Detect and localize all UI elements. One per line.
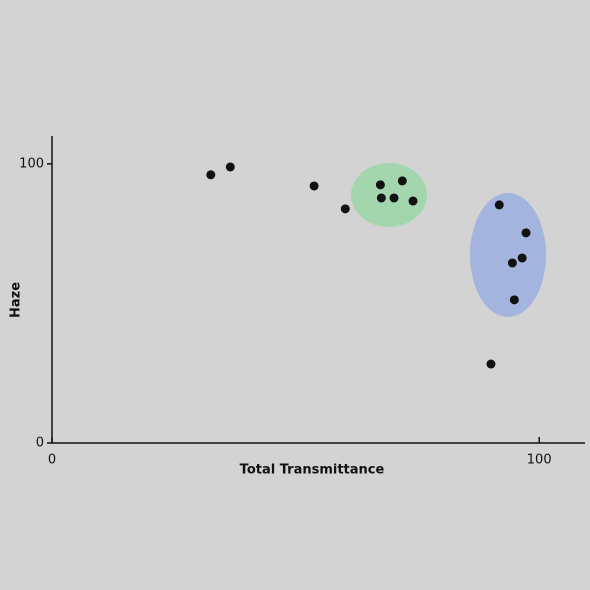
point	[309, 181, 319, 191]
x-tick-label: 0	[48, 453, 56, 468]
point	[397, 176, 407, 186]
point	[376, 193, 386, 203]
point	[340, 204, 350, 214]
point	[375, 180, 385, 190]
point	[517, 253, 527, 263]
x-tick-label: 100	[527, 453, 552, 468]
cluster-region	[470, 193, 546, 317]
point	[206, 170, 216, 180]
y-tick-label: 100	[19, 156, 44, 171]
point	[408, 196, 418, 206]
point	[494, 200, 504, 210]
point	[389, 193, 399, 203]
point	[521, 228, 531, 238]
point	[486, 359, 496, 369]
y-tick-label: 0	[36, 436, 44, 451]
y-axis-label: Haze	[9, 282, 24, 318]
point	[507, 258, 517, 268]
x-axis-label: Total Transmittance	[240, 463, 385, 478]
point	[225, 162, 235, 172]
point	[509, 295, 519, 305]
cluster-region	[351, 163, 427, 227]
